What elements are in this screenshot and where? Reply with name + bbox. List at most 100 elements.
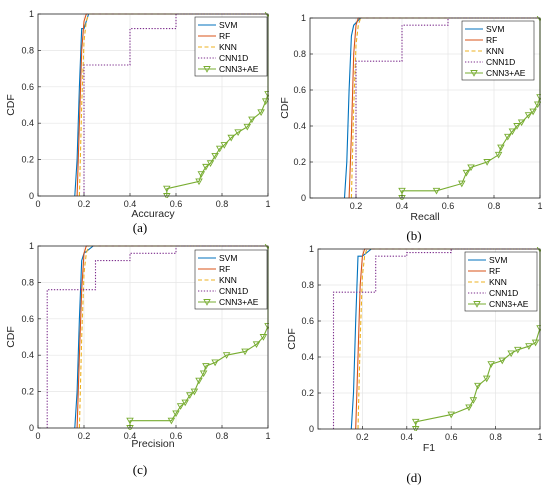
- data-point: [211, 153, 219, 160]
- chart-panel-c: 0 0.2 0.4 0.6 0.8 1 0 0.2 0.4 0.6 0.8 1 Precision CDF…: [5, 241, 271, 477]
- data-point: [467, 164, 475, 172]
- axes-box: [37, 245, 269, 429]
- x-tick-label: 0.8: [216, 199, 229, 209]
- data-point: [411, 418, 420, 426]
- y-tick-label: 0.4: [21, 118, 34, 128]
- panel-caption: (b): [406, 228, 421, 243]
- data-point: [199, 370, 208, 378]
- legend-entry: KNN: [489, 277, 507, 287]
- data-point: [197, 171, 206, 178]
- data-point: [525, 343, 533, 350]
- legend-entry: CNN3+AE: [489, 299, 529, 309]
- data-point: [167, 417, 176, 425]
- y-tick-label: 0.4: [301, 352, 314, 362]
- data-point: [447, 411, 455, 419]
- y-tick-label: 0.2: [293, 157, 306, 167]
- series-line-cnn1d: [355, 17, 540, 198]
- y-tick-label: 0.2: [301, 388, 314, 398]
- x-tick-label: 0.6: [170, 431, 183, 441]
- series-line-cnn1d: [332, 248, 540, 429]
- data-point: [172, 410, 180, 418]
- legend-entry: SVM: [219, 20, 237, 30]
- data-point: [498, 357, 507, 365]
- legend-entry: KNN: [219, 42, 237, 52]
- chart-panel-a: 0 0.2 0.4 0.6 0.8 1 0 0.2 0.4 0.6 0.8 1 Accuracy CDF S…: [5, 9, 271, 235]
- series-line-cnn1d: [46, 245, 268, 428]
- x-tick-label: 0.4: [124, 199, 137, 209]
- x-tick-label: 0.6: [445, 432, 458, 442]
- x-tick-label: 0.2: [356, 432, 369, 442]
- y-tick-label: 0.6: [301, 316, 314, 326]
- data-point: [186, 392, 194, 399]
- legend-entry: SVM: [486, 24, 504, 34]
- data-point: [469, 397, 478, 404]
- data-point: [531, 339, 540, 347]
- data-point: [215, 145, 224, 153]
- data-point: [465, 404, 473, 412]
- y-tick-label: 0.2: [21, 387, 34, 397]
- x-tick-label: 0.4: [401, 432, 414, 442]
- data-point: [494, 151, 503, 159]
- data-point: [504, 133, 512, 141]
- data-point: [514, 346, 522, 354]
- y-tick-label: 0.4: [293, 121, 306, 131]
- y-tick-label: 0.6: [21, 314, 34, 324]
- y-tick-label: 0.6: [293, 85, 306, 95]
- series-group: [46, 244, 269, 430]
- legend-entry: KNN: [486, 46, 504, 56]
- y-tick-label: 1: [309, 244, 314, 254]
- legend-entry: CNN3+AE: [219, 297, 259, 307]
- legend-marker: [473, 301, 481, 308]
- x-tick-label: 1: [265, 199, 270, 209]
- series-line-cnn3ae: [166, 14, 269, 196]
- data-point: [257, 109, 265, 116]
- legend-entry: RF: [219, 264, 230, 274]
- data-point: [243, 123, 252, 131]
- y-tick-label: 0.4: [21, 350, 34, 360]
- data-point: [252, 341, 261, 348]
- data-point: [508, 128, 517, 136]
- data-point: [190, 388, 199, 396]
- data-point: [241, 348, 249, 356]
- y-tick-label: 0.8: [293, 49, 306, 59]
- legend-entry: CNN1D: [486, 57, 515, 67]
- series-line-knn: [78, 245, 268, 429]
- legend-entry: CNN1D: [219, 53, 248, 63]
- y-tick-label: 0.8: [21, 277, 34, 287]
- x-tick-label: 0.4: [124, 431, 137, 441]
- y-tick-label: 0: [301, 193, 306, 203]
- y-axis-label: CDF: [286, 328, 298, 350]
- y-tick-label: 0.8: [301, 280, 314, 290]
- x-axis-label: F1: [423, 442, 435, 454]
- y-axis-label: CDF: [5, 94, 17, 116]
- y-tick-label: 1: [29, 241, 34, 251]
- data-point: [533, 101, 541, 109]
- series-line-cnn3ae: [415, 249, 541, 429]
- data-point: [529, 108, 537, 116]
- y-tick-label: 0.8: [21, 45, 34, 55]
- x-tick-label: 0.8: [489, 432, 502, 442]
- data-point: [261, 98, 269, 106]
- data-point: [222, 352, 231, 359]
- data-point: [202, 163, 210, 171]
- data-point: [517, 119, 526, 127]
- x-tick-label: 0.6: [442, 201, 455, 211]
- panel-caption: (c): [133, 462, 147, 477]
- data-point: [497, 144, 505, 152]
- data-point: [227, 134, 235, 142]
- x-tick-label: 0.4: [396, 201, 409, 211]
- data-point: [524, 112, 533, 119]
- x-tick-label: 0.8: [216, 431, 229, 441]
- y-tick-label: 1: [301, 13, 306, 23]
- data-point: [432, 187, 441, 195]
- legend-entry: SVM: [219, 253, 237, 263]
- y-tick-label: 0: [29, 191, 34, 201]
- x-tick-label: 0.2: [78, 431, 91, 441]
- legend-entry: CNN1D: [219, 286, 248, 296]
- legend-marker: [203, 66, 211, 73]
- chart-panel-b: 0.2 0.4 0.6 0.8 1 0 0.2 0.4 0.6 0.8 1 Recall CDF SVMR…: [279, 13, 543, 243]
- panel-caption: (d): [406, 470, 421, 485]
- data-point: [474, 382, 482, 390]
